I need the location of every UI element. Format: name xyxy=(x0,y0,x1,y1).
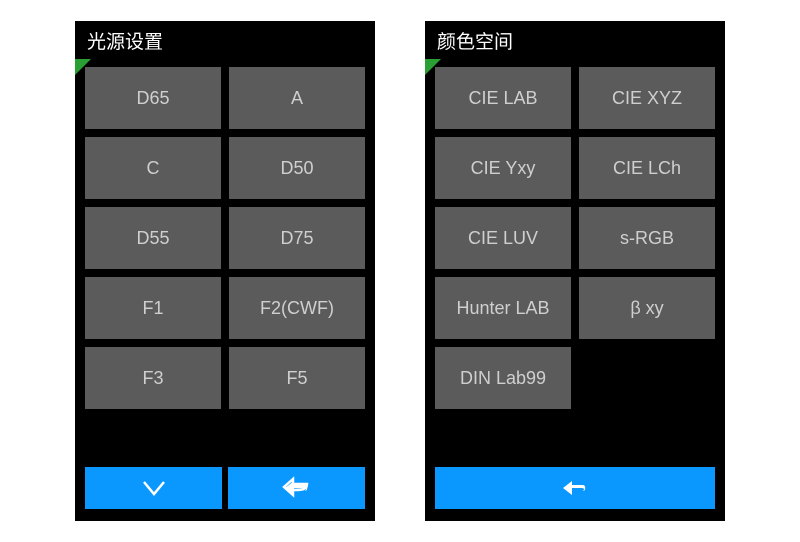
option-d75[interactable]: D75 xyxy=(229,207,365,269)
option-din-lab99[interactable]: DIN Lab99 xyxy=(435,347,571,409)
option-cie-xyz[interactable]: CIE XYZ xyxy=(579,67,715,129)
option-cie-lch[interactable]: CIE LCh xyxy=(579,137,715,199)
panel-title-text: 光源设置 xyxy=(87,27,163,54)
chevron-down-icon xyxy=(136,470,172,506)
option-d50[interactable]: D50 xyxy=(229,137,365,199)
panel-title: 颜色空间 xyxy=(425,21,725,59)
back-button[interactable] xyxy=(435,467,715,509)
option-hunter-lab[interactable]: Hunter LAB xyxy=(435,277,571,339)
panel-title-text: 颜色空间 xyxy=(437,27,513,54)
selection-indicator-icon xyxy=(75,59,91,75)
footer-bar xyxy=(75,461,375,521)
scroll-down-button[interactable] xyxy=(85,467,222,509)
option-grid: CIE LAB CIE XYZ CIE Yxy CIE LCh CIE LUV … xyxy=(425,59,725,461)
option-f3[interactable]: F3 xyxy=(85,347,221,409)
color-space-panel: 颜色空间 CIE LAB CIE XYZ CIE Yxy CIE LCh CIE… xyxy=(425,21,725,521)
selection-indicator-icon xyxy=(425,59,441,75)
back-button[interactable] xyxy=(228,467,365,509)
option-f5[interactable]: F5 xyxy=(229,347,365,409)
option-cie-luv[interactable]: CIE LUV xyxy=(435,207,571,269)
option-d65[interactable]: D65 xyxy=(85,67,221,129)
light-source-panel: 光源设置 D65 A C D50 D55 D75 F1 F2(CWF) F3 F… xyxy=(75,21,375,521)
option-cie-lab[interactable]: CIE LAB xyxy=(435,67,571,129)
option-f1[interactable]: F1 xyxy=(85,277,221,339)
panel-title: 光源设置 xyxy=(75,21,375,59)
option-d55[interactable]: D55 xyxy=(85,207,221,269)
option-a[interactable]: A xyxy=(229,67,365,129)
option-c[interactable]: C xyxy=(85,137,221,199)
back-arrow-icon xyxy=(557,470,593,506)
option-srgb[interactable]: s-RGB xyxy=(579,207,715,269)
back-arrow-icon xyxy=(279,470,315,506)
option-grid: D65 A C D50 D55 D75 F1 F2(CWF) F3 F5 xyxy=(75,59,375,461)
option-beta-xy[interactable]: β xy xyxy=(579,277,715,339)
footer-bar xyxy=(425,461,725,521)
option-cie-yxy[interactable]: CIE Yxy xyxy=(435,137,571,199)
option-f2cwf[interactable]: F2(CWF) xyxy=(229,277,365,339)
